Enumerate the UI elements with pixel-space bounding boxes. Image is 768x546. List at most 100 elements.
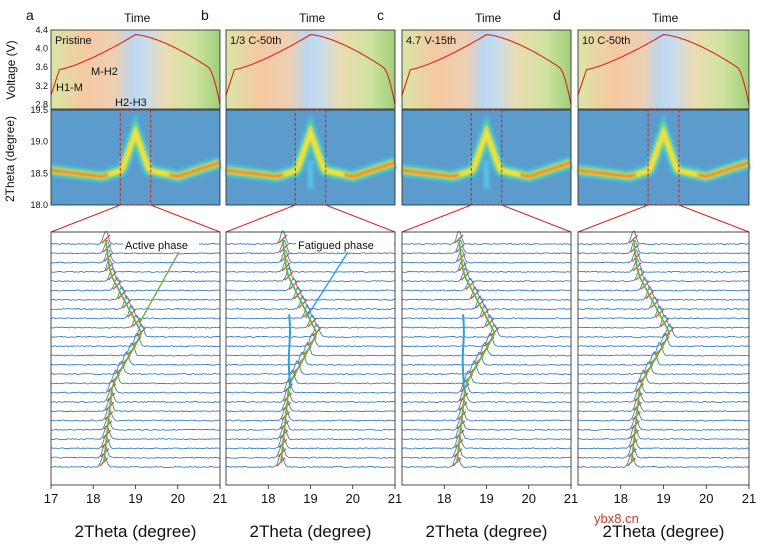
x-tick-label: 18 bbox=[86, 491, 100, 506]
x-tick-label: 20 bbox=[171, 491, 185, 506]
xrd-trace bbox=[577, 249, 750, 264]
x-tick-label: 18 bbox=[261, 491, 275, 506]
peak-marker bbox=[278, 234, 288, 244]
xrd-trace bbox=[401, 453, 572, 469]
x-tick-label: 19 bbox=[303, 491, 317, 506]
theta-tick-label: 19.0 bbox=[30, 137, 48, 147]
xrd-trace bbox=[577, 435, 750, 450]
voltage-tick-label: 3.6 bbox=[35, 62, 48, 72]
zoom-line-right bbox=[501, 204, 572, 233]
xrd-trace bbox=[226, 286, 396, 301]
zoom-line-left bbox=[225, 204, 296, 233]
xrd-trace bbox=[401, 277, 572, 292]
condition-label: 4.7 V-15th bbox=[406, 35, 456, 47]
xrd-trace bbox=[225, 351, 396, 366]
zoom-line-right bbox=[150, 204, 221, 233]
condition-label: Pristine bbox=[55, 35, 92, 47]
xrd-trace bbox=[401, 259, 572, 273]
xrd-trace bbox=[402, 286, 572, 301]
region-label-h1m: H1-M bbox=[56, 82, 83, 94]
xrd-trace bbox=[401, 370, 572, 385]
xrd-trace bbox=[50, 425, 221, 441]
xrd-trace bbox=[50, 323, 221, 338]
peak-marker bbox=[101, 234, 111, 244]
x-tick-label: 19 bbox=[479, 491, 493, 506]
xrd-trace bbox=[50, 443, 221, 459]
xrd-trace bbox=[50, 285, 221, 301]
xrd-trace bbox=[577, 361, 750, 376]
xrd-trace bbox=[225, 294, 396, 311]
x-tick-label: 20 bbox=[699, 491, 713, 506]
xrd-trace bbox=[577, 285, 750, 301]
theta-tick-label: 18.5 bbox=[30, 168, 48, 178]
x-tick-label: 17 bbox=[44, 491, 58, 506]
x-tick-label: 18 bbox=[614, 491, 628, 506]
xrd-trace bbox=[50, 332, 221, 348]
panel-a: a Time Pristine M-H2 H1-M H2-H3 Active phase 17… bbox=[26, 7, 227, 541]
xrd-trace bbox=[577, 454, 750, 469]
x-tick-label: 21 bbox=[564, 491, 578, 506]
x-axis-label: 2Theta (degree) bbox=[426, 522, 548, 541]
xrd-trace bbox=[50, 453, 221, 469]
region-label-mh2: M-H2 bbox=[91, 66, 118, 78]
voltage-curve bbox=[50, 34, 221, 105]
xrd-trace bbox=[50, 240, 221, 255]
waterfall-background bbox=[578, 232, 749, 485]
xrd-trace bbox=[577, 416, 749, 431]
xrd-trace bbox=[51, 434, 221, 450]
xrd-trace bbox=[577, 296, 750, 311]
xrd-trace bbox=[225, 453, 396, 469]
fatigue-track-line bbox=[461, 314, 465, 389]
xrd-trace bbox=[402, 389, 572, 404]
time-title: Time bbox=[124, 11, 151, 25]
xrd-trace bbox=[401, 434, 572, 450]
peak-marker bbox=[454, 234, 464, 244]
x-tick-label: 19 bbox=[656, 491, 670, 506]
time-title: Time bbox=[652, 11, 679, 25]
region-label-h2h3: H2-H3 bbox=[115, 97, 147, 109]
phase-track-line bbox=[630, 239, 671, 464]
xrd-trace bbox=[51, 350, 221, 366]
xrd-trace bbox=[401, 323, 572, 338]
voltage-axis-label: Voltage (V) bbox=[4, 40, 18, 99]
xrd-trace bbox=[577, 305, 750, 320]
xrd-trace bbox=[225, 303, 396, 320]
xrd-trace bbox=[50, 387, 221, 404]
xrd-trace bbox=[401, 239, 572, 255]
xrd-trace bbox=[577, 397, 750, 413]
waterfall-background bbox=[402, 232, 571, 485]
xrd-trace bbox=[225, 323, 396, 338]
x-tick-label: 20 bbox=[346, 491, 360, 506]
x-tick-label: 18 bbox=[437, 491, 451, 506]
heatmap-band bbox=[50, 112, 223, 184]
voltage-background bbox=[402, 30, 571, 109]
xrd-trace bbox=[50, 415, 221, 431]
time-title: Time bbox=[299, 11, 326, 25]
xrd-trace bbox=[51, 249, 221, 264]
annotation-label: Active phase bbox=[125, 240, 188, 252]
xrd-trace bbox=[402, 406, 572, 422]
xrd-trace bbox=[577, 378, 750, 394]
x-axis-label: 2Theta (degree) bbox=[603, 522, 725, 541]
condition-label: 1/3 C-50th bbox=[230, 35, 281, 47]
xrd-trace bbox=[577, 350, 749, 366]
selection-box bbox=[294, 109, 327, 206]
panel-letter: b bbox=[201, 7, 209, 23]
xrd-trace bbox=[226, 397, 396, 413]
xrd-trace bbox=[401, 341, 572, 357]
xrd-trace bbox=[577, 388, 750, 404]
theta-tick-label: 18.0 bbox=[30, 200, 48, 210]
selection-box bbox=[119, 109, 152, 206]
xrd-trace bbox=[50, 398, 221, 413]
xrd-trace bbox=[402, 425, 572, 441]
xrd-trace bbox=[225, 360, 395, 376]
theta-tick-label: 19.5 bbox=[30, 105, 48, 115]
xrd-trace bbox=[577, 406, 750, 422]
xrd-trace bbox=[50, 379, 221, 394]
heatmap-core-left bbox=[401, 169, 460, 178]
heatmap-band bbox=[577, 112, 752, 184]
heatmap-core-right bbox=[344, 161, 396, 178]
xrd-trace bbox=[577, 425, 750, 441]
panel-d: d Time 10 C-50th 18 19 20 21 2Theta (degree) bbox=[553, 7, 756, 541]
